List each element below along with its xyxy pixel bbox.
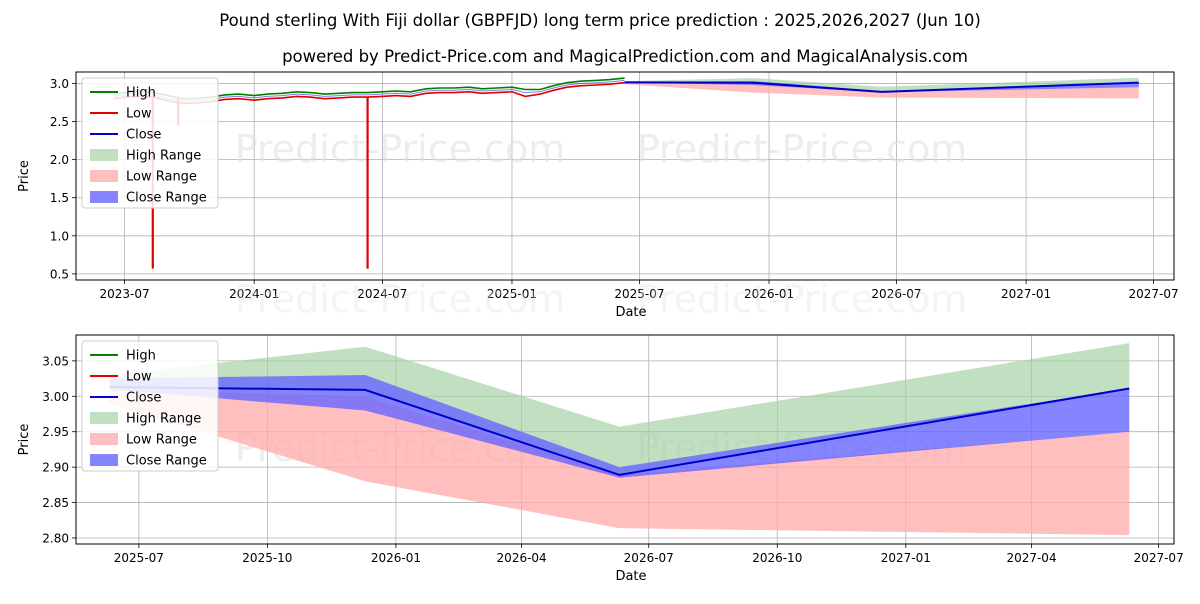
x-tick-label: 2027-07	[1129, 287, 1179, 301]
close-series-line	[624, 81, 1139, 93]
watermark-text: Predict-Price.com	[235, 127, 566, 171]
legend-label: High Range	[126, 412, 201, 427]
legend-swatch	[90, 191, 118, 203]
legend-label: High	[126, 349, 156, 364]
x-tick-label: 2025-01	[487, 287, 537, 301]
plot-area	[109, 343, 1130, 536]
low-range-band	[624, 82, 1139, 99]
x-tick-label: 2025-07	[614, 287, 664, 301]
x-tick-label: 2026-10	[752, 551, 802, 565]
x-tick-label: 2026-07	[871, 287, 921, 301]
y-tick-label: 3.0	[50, 77, 69, 91]
legend: High Low Close High Range Low Range Close Ran…	[81, 340, 219, 472]
x-tick-label: 2026-04	[497, 551, 547, 565]
y-tick-label: 0.5	[50, 267, 69, 281]
legend-swatch	[90, 170, 118, 182]
x-tick-label: 2026-01	[371, 551, 421, 565]
x-tick-label: 2025-07	[114, 551, 164, 565]
close-range-band	[109, 375, 1130, 478]
chart-title: Pound sterling With Fiji dollar (GBPFJD)…	[219, 11, 981, 30]
x-tick-label: 2023-07	[100, 287, 150, 301]
legend-label: Low	[126, 107, 152, 122]
watermark-text: Predict-Price.com	[637, 277, 968, 321]
y-tick-label: 2.5	[50, 115, 69, 129]
x-tick-label: 2024-01	[229, 287, 279, 301]
watermark-text: Predict-Price.com	[235, 277, 566, 321]
watermark-text: Predict-Price.com	[637, 127, 968, 171]
legend: High Low Close High Range Low Range Close Ran…	[81, 77, 219, 209]
y-tick-label: 2.80	[42, 531, 69, 545]
legend-swatch	[90, 454, 118, 466]
panel-top: 2023-07 2024-01 2024-07 2025-01 2025-07 2026-…	[17, 71, 1179, 321]
axes-frame	[75, 71, 1175, 281]
legend-label: Close	[126, 128, 161, 143]
axes-frame	[75, 334, 1175, 545]
x-axis-label: Date	[615, 569, 646, 584]
x-tick-label: 2026-01	[744, 287, 794, 301]
y-tick-label: 2.85	[42, 496, 69, 510]
y-tick-label: 3.05	[42, 354, 69, 368]
x-tick-label: 2027-07	[1134, 551, 1184, 565]
x-tick-label: 2024-07	[357, 287, 407, 301]
y-tick-label: 2.0	[50, 153, 69, 167]
plot-area	[113, 77, 1139, 269]
legend-label: Close	[126, 391, 161, 406]
x-tick-label: 2025-10	[242, 551, 292, 565]
y-tick-label: 2.90	[42, 461, 69, 475]
legend-label: Low Range	[126, 433, 197, 448]
legend-label: Low Range	[126, 170, 197, 185]
y-tick-label: 1.5	[50, 191, 69, 205]
y-axis-label: Price	[17, 160, 32, 192]
legend-label: Low	[126, 370, 152, 385]
legend-swatch	[90, 433, 118, 445]
legend-swatch	[90, 149, 118, 161]
legend-label: High	[126, 86, 156, 101]
legend-label: Close Range	[126, 454, 207, 469]
close-series-line	[109, 386, 1130, 476]
legend-swatch	[90, 412, 118, 424]
x-tick-label: 2027-01	[1001, 287, 1051, 301]
x-tick-label: 2027-01	[881, 551, 931, 565]
x-tick-label: 2027-04	[1006, 551, 1056, 565]
y-axis-label: Price	[17, 424, 32, 456]
x-axis-label: Date	[615, 305, 646, 320]
legend-label: High Range	[126, 149, 201, 164]
x-tick-label: 2026-07	[624, 551, 674, 565]
y-tick-label: 1.0	[50, 229, 69, 243]
y-tick-label: 2.95	[42, 425, 69, 439]
legend-label: Close Range	[126, 191, 207, 206]
y-tick-label: 3.00	[42, 390, 69, 404]
low-range-band	[109, 389, 1130, 536]
grid-lines	[76, 72, 1174, 280]
chart-subtitle: powered by Predict-Price.com and Magical…	[282, 47, 968, 66]
close-range-band	[624, 81, 1139, 93]
panel-bottom: 2025-07 2025-10 2026-01 2026-04 2026-07 2026-…	[17, 334, 1184, 584]
